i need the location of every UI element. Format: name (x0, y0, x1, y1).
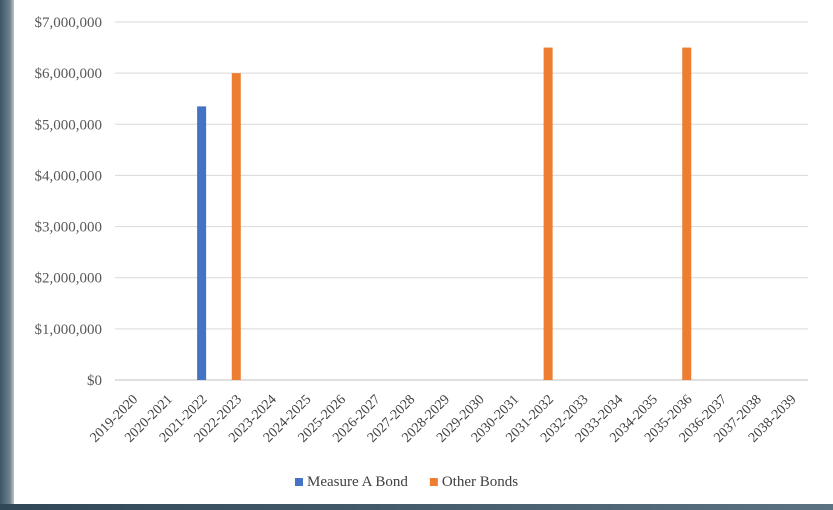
bar-measure-a-bond (197, 106, 207, 380)
bar-other-bonds (543, 47, 553, 380)
chart-panel (14, 0, 833, 504)
legend-label: Other Bonds (442, 474, 518, 490)
y-tick-label: $0 (87, 373, 102, 389)
bar-other-bonds (231, 73, 241, 381)
legend-label: Measure A Bond (307, 474, 408, 490)
bar-other-bonds (682, 47, 692, 380)
legend-swatch (295, 478, 303, 486)
y-tick-label: $7,000,000 (35, 15, 103, 31)
y-tick-label: $6,000,000 (35, 66, 103, 82)
y-tick-label: $2,000,000 (35, 271, 103, 287)
y-tick-label: $3,000,000 (35, 220, 103, 236)
y-tick-label: $4,000,000 (35, 168, 103, 184)
slide-bottom-edge (0, 504, 833, 510)
legend-swatch (429, 478, 438, 486)
y-tick-label: $5,000,000 (35, 117, 103, 133)
y-tick-label: $1,000,000 (35, 322, 103, 338)
